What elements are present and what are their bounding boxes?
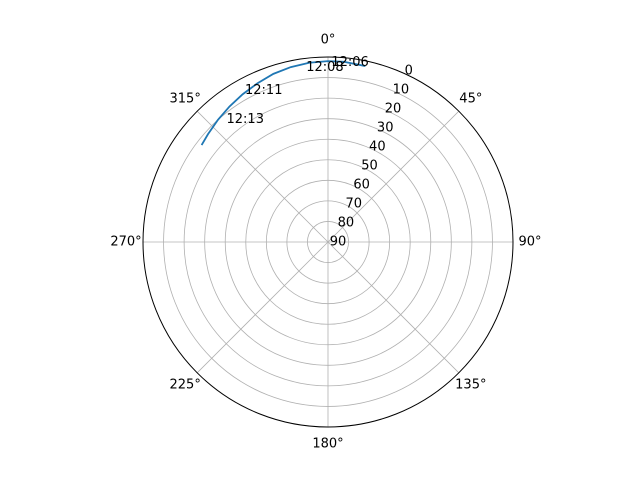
angular-tick-label: 0° — [321, 33, 336, 48]
angular-gridline — [196, 110, 329, 243]
time-annotation: 12:08 — [306, 60, 343, 75]
time-annotation: 12:13 — [227, 112, 264, 127]
angular-tick-label: 90° — [518, 235, 541, 250]
radial-tick-label: 50 — [361, 159, 378, 174]
angular-tick-label: 135° — [455, 377, 486, 392]
radial-tick-label: 20 — [385, 102, 402, 117]
series-layer — [200, 60, 366, 146]
series-line — [200, 60, 366, 146]
time-annotation: 12:11 — [245, 83, 282, 98]
angular-tick-label: 315° — [170, 92, 201, 107]
grid — [143, 57, 513, 427]
radial-tick-label: 10 — [393, 83, 410, 98]
radial-tick-label: 0 — [405, 64, 413, 79]
time-annotation: 12:06 — [331, 55, 368, 70]
angular-gridline — [327, 241, 460, 374]
radial-tick-label: 30 — [377, 121, 394, 136]
angular-tick-label: 45° — [459, 92, 482, 107]
radial-tick-label: 90 — [330, 235, 347, 250]
angular-gridline — [196, 241, 329, 374]
angular-gridline — [327, 110, 460, 243]
polar-frame — [142, 56, 514, 428]
radial-tick-label: 40 — [369, 140, 386, 155]
label-layer: 0° 45° 90° 135° 180° 225° 270° 315° 0 10 20 30 40 50 6… — [110, 33, 541, 452]
radial-tick-label: 80 — [338, 216, 355, 231]
angular-tick-label: 180° — [312, 437, 343, 452]
angular-tick-label: 225° — [170, 377, 201, 392]
radial-tick-label: 70 — [345, 197, 362, 212]
radial-tick-label: 60 — [353, 178, 370, 193]
angular-tick-label: 270° — [110, 235, 141, 250]
